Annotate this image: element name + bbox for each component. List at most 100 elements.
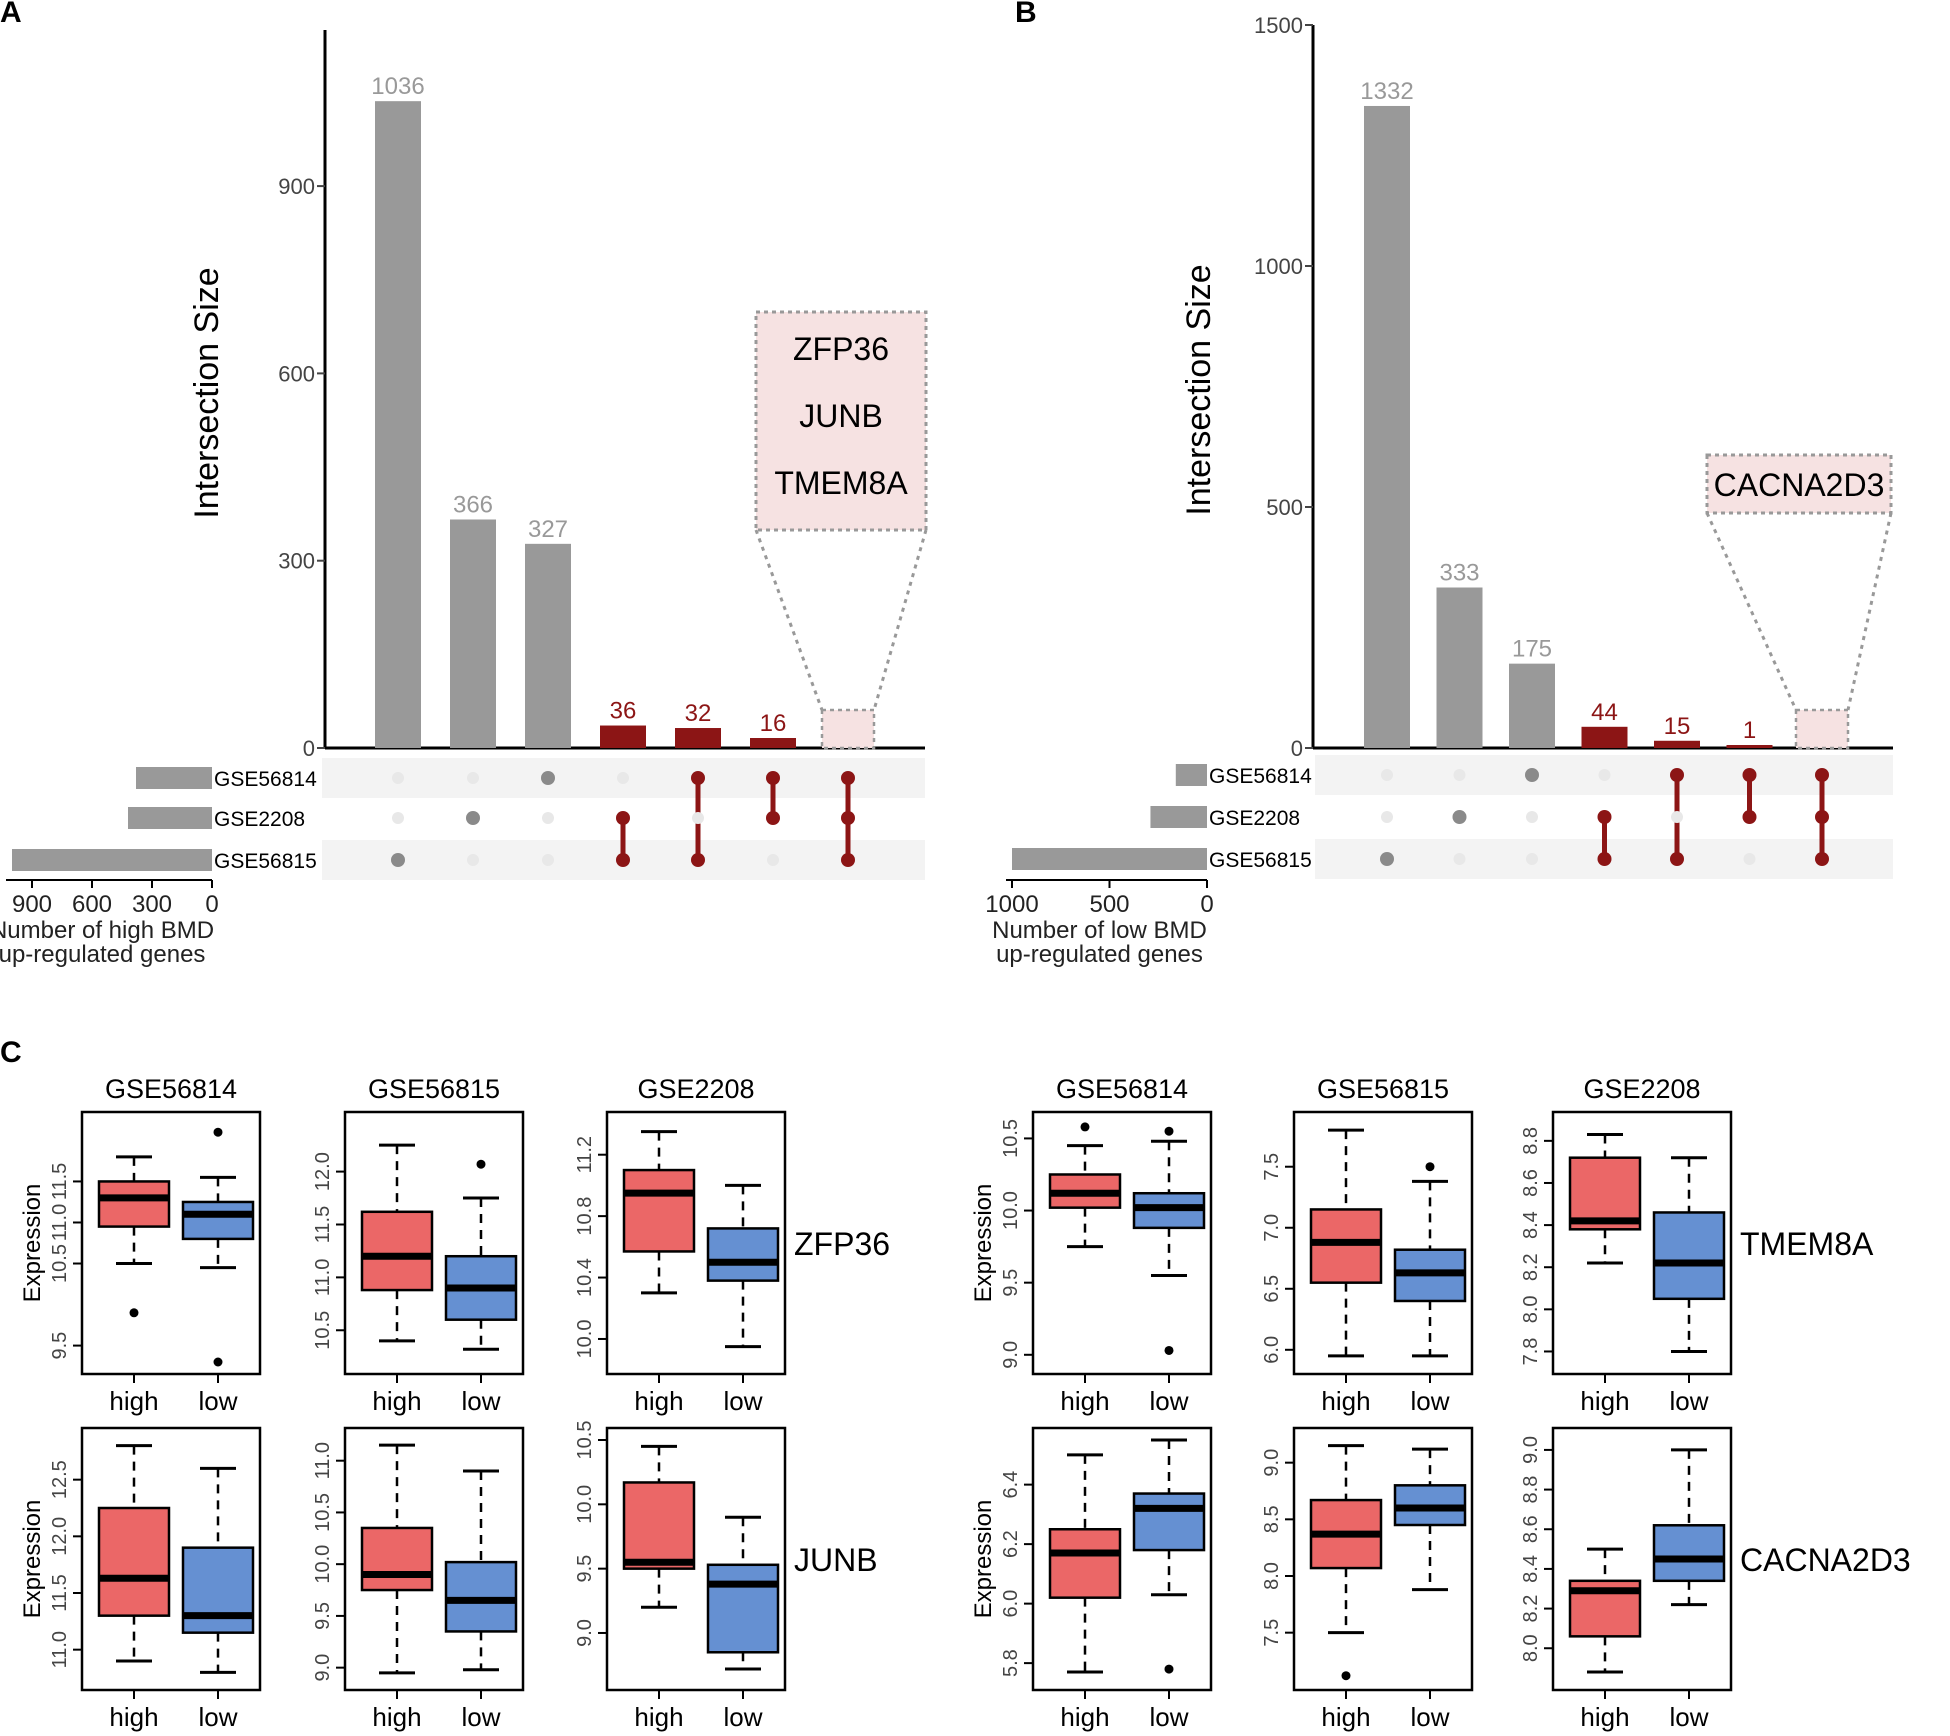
y-tick-label: 10.0 bbox=[574, 1485, 596, 1524]
intersection-bar-value: 32 bbox=[685, 700, 712, 727]
membership-dot-empty bbox=[1453, 769, 1466, 781]
set-size-tick-label: 0 bbox=[205, 891, 218, 918]
box-high bbox=[622, 1481, 696, 1570]
intersection-bar bbox=[450, 519, 496, 748]
set-name-label: GSE56815 bbox=[1209, 849, 1312, 872]
y-tick-label: 9.0 bbox=[312, 1654, 334, 1682]
x-category-label: low bbox=[1149, 1386, 1188, 1416]
membership-dot-empty bbox=[1453, 853, 1466, 865]
upset-plot-high-bmd: 0 300 600 900 Intersection Size 1036 366 327 36 3… bbox=[0, 30, 928, 968]
boxplot-frame bbox=[80, 1110, 262, 1376]
y-tick-label: 10.5 bbox=[312, 1493, 334, 1532]
membership-dot-filled bbox=[1742, 810, 1757, 824]
outlier-point bbox=[213, 1127, 223, 1137]
boxplot-tmem8a-gse56815: GSE56815 6.0 6.5 7.0 7.5 high low bbox=[1261, 1074, 1474, 1416]
set-size-tick-label: 1000 bbox=[985, 891, 1038, 918]
y-axis-title: Expression bbox=[970, 1184, 997, 1303]
boxplot-dataset-title: GSE56814 bbox=[105, 1074, 237, 1104]
x-category-label: high bbox=[1580, 1386, 1629, 1416]
y-tick-label: 11.2 bbox=[574, 1136, 596, 1173]
membership-dot-filled bbox=[1815, 852, 1829, 866]
callout-gene-box bbox=[1705, 453, 1893, 515]
callout-leader-line bbox=[1705, 512, 1798, 711]
outlier-point bbox=[1164, 1664, 1174, 1674]
y-tick-label: 11.5 bbox=[312, 1206, 334, 1243]
y-tick-label: 8.8 bbox=[1520, 1127, 1542, 1155]
y-axis-title: Expression bbox=[19, 1184, 46, 1303]
y-tick-label: 6.2 bbox=[1000, 1530, 1022, 1558]
x-category-label: high bbox=[634, 1702, 683, 1732]
callout-gene-name: JUNB bbox=[799, 398, 883, 434]
box-high bbox=[1048, 1528, 1122, 1599]
intersection-bar bbox=[1581, 726, 1628, 748]
intersection-bar-value: 16 bbox=[760, 710, 787, 737]
intersection-bar-value: 1 bbox=[1743, 717, 1756, 744]
y-tick-label: 7.5 bbox=[1261, 1619, 1283, 1647]
box-low bbox=[444, 1560, 518, 1633]
callout-gene-name: TMEM8A bbox=[774, 465, 908, 501]
membership-dot-filled bbox=[391, 853, 405, 867]
intersection-bar bbox=[1654, 740, 1700, 748]
panel-label-c: C bbox=[0, 1036, 22, 1069]
x-category-label: high bbox=[1321, 1386, 1370, 1416]
boxplot-frame bbox=[1031, 1426, 1213, 1692]
callout-gene-name: CACNA2D3 bbox=[1714, 467, 1885, 503]
y-tick-label: 6.0 bbox=[1000, 1590, 1022, 1618]
y-tick-label: 7.0 bbox=[1261, 1214, 1283, 1242]
set-size-bar bbox=[1150, 806, 1207, 828]
y-axis-title: Expression bbox=[970, 1500, 997, 1619]
intersection-bar bbox=[1726, 745, 1773, 748]
boxplot-tmem8a-gse2208: GSE2208 7.8 8.0 8.2 8.4 8.6 8.8 high low TMEM8A bbox=[1520, 1074, 1874, 1416]
y-tick-label: 11.5 bbox=[49, 1574, 71, 1611]
boxplot-frame bbox=[343, 1110, 525, 1376]
membership-dot-filled bbox=[541, 771, 555, 785]
membership-dot-filled bbox=[1815, 768, 1829, 782]
intersection-bar bbox=[675, 728, 721, 748]
membership-dot-filled bbox=[691, 771, 705, 785]
y-tick-label: 10.5 bbox=[574, 1421, 596, 1460]
y-tick-label: 10.4 bbox=[574, 1258, 596, 1297]
intersection-bar-value: 327 bbox=[528, 516, 568, 543]
y-tick-label: 5.8 bbox=[1000, 1649, 1022, 1677]
y-tick-label: 9.5 bbox=[574, 1555, 596, 1583]
membership-dot-empty bbox=[692, 812, 704, 824]
y-tick-label: 7.8 bbox=[1520, 1338, 1542, 1366]
boxplot-frame bbox=[1551, 1110, 1733, 1376]
y-tick-label: 9.0 bbox=[1520, 1436, 1542, 1464]
box-high bbox=[97, 1180, 171, 1228]
box-high bbox=[1568, 1156, 1642, 1231]
y-tick-label: 11.0 bbox=[49, 1204, 71, 1241]
y-axis-title: Intersection Size bbox=[1180, 264, 1218, 515]
intersection-bar-value: 1332 bbox=[1360, 78, 1413, 105]
y-tick-label: 8.0 bbox=[1261, 1562, 1283, 1590]
x-category-label: low bbox=[1669, 1386, 1708, 1416]
intersection-bar-value: 36 bbox=[610, 698, 637, 725]
membership-dot-empty bbox=[542, 812, 554, 824]
boxplot-frame bbox=[1031, 1110, 1213, 1376]
box-high bbox=[97, 1506, 171, 1617]
membership-dot-filled bbox=[1525, 768, 1539, 782]
membership-dot-filled bbox=[466, 811, 480, 825]
boxplot-frame bbox=[605, 1426, 787, 1692]
intersection-bar bbox=[525, 543, 571, 748]
gene-label: TMEM8A bbox=[1740, 1226, 1874, 1262]
y-tick-label: 11.0 bbox=[312, 1442, 334, 1479]
outlier-point bbox=[476, 1159, 486, 1169]
boxplot-frame bbox=[605, 1110, 787, 1376]
x-category-label: high bbox=[1060, 1702, 1109, 1732]
intersection-bar bbox=[1436, 587, 1483, 748]
x-category-label: high bbox=[109, 1702, 158, 1732]
y-axis-title: Intersection Size bbox=[188, 267, 226, 518]
y-axis-title: Expression bbox=[19, 1500, 46, 1619]
membership-dot-filled bbox=[691, 853, 705, 867]
membership-dot-empty bbox=[1381, 769, 1393, 781]
callout-gene-name: ZFP36 bbox=[793, 331, 889, 367]
callout-gene-box bbox=[754, 310, 928, 532]
callout-marker-box bbox=[1794, 708, 1850, 750]
membership-dot-empty bbox=[1598, 769, 1611, 781]
membership-dot-empty bbox=[1671, 811, 1683, 823]
outlier-point bbox=[1341, 1671, 1351, 1681]
y-tick-label: 900 bbox=[278, 174, 315, 199]
boxplot-cacna2d3-gse56815: 7.5 8.0 8.5 9.0 high low bbox=[1261, 1426, 1474, 1732]
